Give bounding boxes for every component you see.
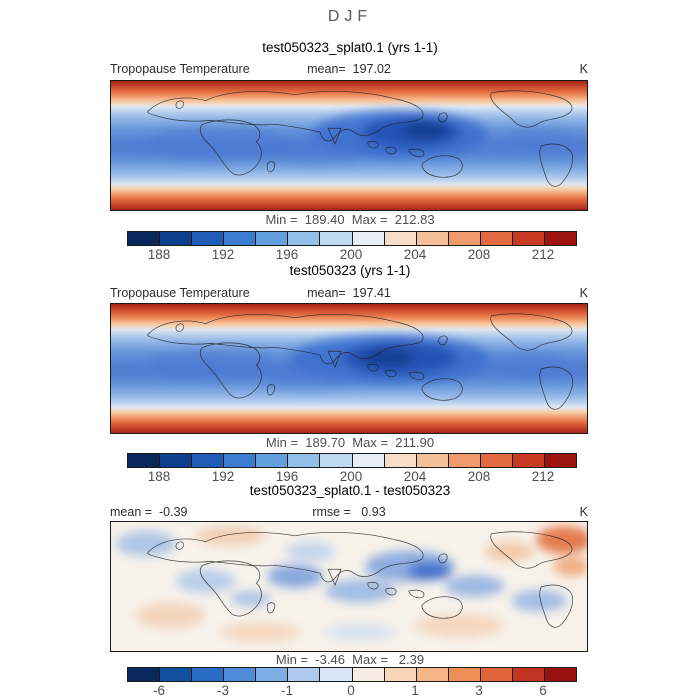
colorbar-tick-label: 204 [403, 247, 427, 262]
panel1-title: test050323_splat0.1 (yrs 1-1) [262, 40, 438, 55]
colorbar-segment [480, 232, 513, 245]
colorbar-segment [160, 668, 193, 681]
panel1-colorbar-ticks: 188 192 196 200 204 208 212 [127, 247, 575, 263]
colorbar-segment [288, 232, 321, 245]
panel1-minmax-label: Min = 189.40 Max = 212.83 [265, 212, 435, 227]
panel3-header-row: mean = -0.39 rmse = 0.93 K [110, 505, 588, 521]
colorbar-segment [512, 668, 546, 681]
panel3-colorbar-ticks: -6 -3 -1 0 1 3 6 [127, 683, 575, 699]
colorbar-tick-label: 192 [211, 247, 235, 262]
colorbar-tick-label: 200 [339, 469, 363, 484]
panel2-minmax-label: Min = 189.70 Max = 211.90 [265, 435, 435, 450]
colorbar-tick-label: 208 [467, 469, 491, 484]
colorbar-tick-label: -3 [216, 683, 230, 698]
season-title: DJF [327, 8, 373, 25]
colorbar-segment [224, 668, 257, 681]
colorbar-segment [352, 454, 385, 467]
colorbar-segment [416, 668, 449, 681]
panel3-units-label: K [579, 505, 588, 519]
panel2-field-label: Tropopause Temperature [110, 286, 250, 300]
panel2-mean-label: mean= 197.41 [307, 286, 391, 300]
panel2-colorbar-ticks: 188 192 196 200 204 208 212 [127, 469, 575, 485]
colorbar-segment [160, 232, 193, 245]
panel2-contour-svg [111, 304, 587, 433]
colorbar-segment [288, 668, 321, 681]
panel2-units-label: K [579, 286, 588, 300]
colorbar-tick-label: 1 [411, 683, 419, 698]
panel1-header-row: Tropopause Temperature mean= 197.02 K [110, 62, 588, 78]
colorbar-tick-label: 196 [275, 247, 299, 262]
panel1-colorbar [127, 231, 577, 246]
colorbar-segment [448, 668, 481, 681]
colorbar-tick-label: 3 [475, 683, 483, 698]
colorbar-segment [320, 668, 353, 681]
colorbar-tick-label: 188 [147, 247, 171, 262]
panel2-title: test050323 (yrs 1-1) [289, 263, 411, 278]
panel2-contour-map [110, 303, 588, 434]
colorbar-segment [448, 454, 481, 467]
panel3-rmse-label: rmse = 0.93 [312, 505, 386, 519]
colorbar-segment [416, 232, 449, 245]
colorbar-segment [545, 232, 577, 245]
panel3-contour-svg [111, 522, 587, 651]
colorbar-tick-label: 208 [467, 247, 491, 262]
panel3-title: test050323_splat0.1 - test050323 [249, 483, 451, 498]
colorbar-tick-label: 0 [347, 683, 355, 698]
colorbar-segment [480, 668, 513, 681]
colorbar-segment [384, 668, 417, 681]
difference-anomaly-contours [115, 525, 587, 643]
colorbar-segment [480, 454, 513, 467]
colorbar-tick-label: 196 [275, 469, 299, 484]
panel1-units-label: K [579, 62, 588, 76]
colorbar-segment [128, 232, 161, 245]
cold-pool-contours [148, 110, 578, 165]
panel3-minmax-label: Min = -3.46 Max = 2.39 [275, 652, 425, 667]
colorbar-segment [416, 454, 449, 467]
colorbar-segment [320, 232, 353, 245]
panel3-colorbar [127, 667, 577, 682]
colorbar-tick-label: -1 [280, 683, 293, 698]
panel3-difference-map [110, 521, 588, 652]
colorbar-segment [224, 454, 257, 467]
colorbar-tick-label: 212 [531, 247, 555, 262]
panel1-mean-label: mean= 197.02 [307, 62, 391, 76]
cold-pool-contours [145, 334, 570, 390]
colorbar-segment [352, 232, 385, 245]
colorbar-segment [256, 232, 289, 245]
colorbar-segment [192, 454, 225, 467]
colorbar-segment [128, 454, 161, 467]
panel2-header-row: Tropopause Temperature mean= 197.41 K [110, 286, 588, 302]
colorbar-segment [352, 668, 385, 681]
colorbar-tick-label: 204 [403, 469, 427, 484]
colorbar-segment [192, 232, 225, 245]
panel2-colorbar [127, 453, 577, 468]
colorbar-segment [288, 454, 321, 467]
panel1-contour-map [110, 80, 588, 211]
colorbar-segment [256, 454, 289, 467]
colorbar-segment [512, 454, 546, 467]
colorbar-segment [384, 454, 417, 467]
panel3-mean-label: mean = -0.39 [110, 505, 188, 519]
colorbar-tick-label: 192 [211, 469, 235, 484]
panel1-field-label: Tropopause Temperature [110, 62, 250, 76]
colorbar-segment [192, 668, 225, 681]
colorbar-segment [448, 232, 481, 245]
colorbar-tick-label: 200 [339, 247, 363, 262]
colorbar-tick-label: 188 [147, 469, 171, 484]
colorbar-segment [128, 668, 161, 681]
colorbar-segment [545, 454, 577, 467]
colorbar-segment [384, 232, 417, 245]
colorbar-tick-label: 212 [531, 469, 555, 484]
colorbar-segment [256, 668, 289, 681]
colorbar-segment [160, 454, 193, 467]
colorbar-segment [512, 232, 546, 245]
panel1-contour-svg [111, 81, 587, 210]
colorbar-segment [224, 232, 257, 245]
colorbar-segment [320, 454, 353, 467]
colorbar-tick-label: 6 [539, 683, 547, 698]
colorbar-tick-label: -6 [152, 683, 166, 698]
colorbar-segment [545, 668, 577, 681]
